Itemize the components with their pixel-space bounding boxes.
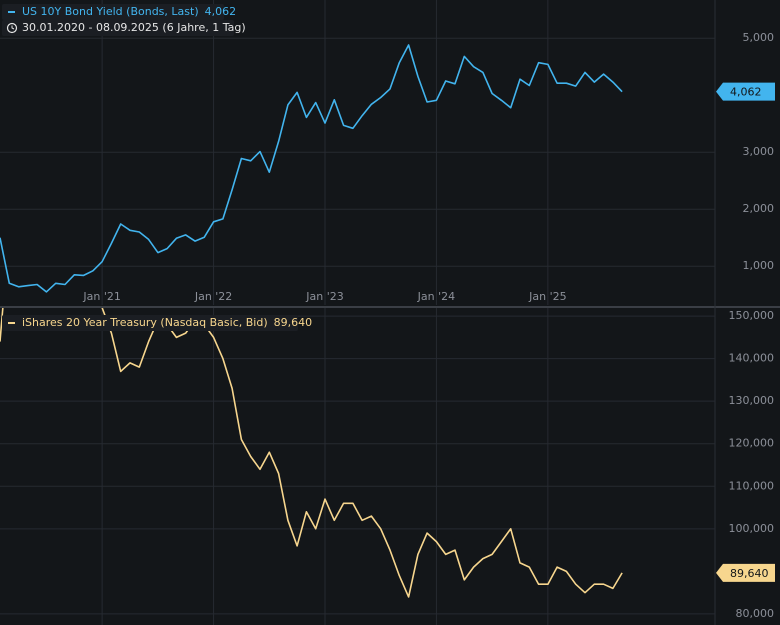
legend-value: 89,640 (274, 316, 313, 329)
plot (0, 308, 623, 598)
x-tick-label: Jan '24 (417, 290, 455, 303)
y-tick-label: 5,000 (743, 31, 775, 44)
y-tick-label: 120,000 (729, 437, 775, 450)
y-tick-label: 140,000 (729, 352, 775, 365)
y-tick-label: 1,000 (743, 259, 775, 272)
legend-box (2, 4, 224, 20)
last-value-badge (716, 82, 775, 101)
x-tick-label: Jan '23 (305, 290, 343, 303)
y-tick-label: 2,000 (743, 202, 775, 215)
series-line (0, 308, 623, 598)
legend-value: 4,062 (205, 5, 237, 18)
x-tick-label: Jan '22 (194, 290, 232, 303)
y-tick-label: 150,000 (729, 309, 775, 322)
plot (0, 44, 623, 293)
clock-hand (11, 25, 15, 30)
clock-icon (6, 22, 18, 34)
last-value-label: 89,640 (730, 567, 769, 580)
y-tick-label: 130,000 (729, 394, 775, 407)
x-tick-label: Jan '21 (82, 290, 120, 303)
legend-label: US 10Y Bond Yield (Bonds, Last) (22, 5, 199, 18)
y-tick-label: 100,000 (729, 522, 775, 535)
last-value-label: 4,062 (730, 86, 762, 99)
legend-box (2, 315, 298, 331)
legend-swatch (8, 322, 15, 324)
y-tick-label: 3,000 (743, 145, 775, 158)
y-tick-label: 110,000 (729, 479, 775, 492)
x-tick-label: Jan '25 (528, 290, 566, 303)
y-tick-label: 80,000 (736, 607, 775, 620)
series-line (0, 44, 623, 293)
subtitle-box (2, 20, 234, 36)
legend-label: iShares 20 Year Treasury (Nasdaq Basic, … (22, 316, 268, 329)
legend-swatch (8, 11, 15, 13)
last-value-badge (716, 563, 775, 582)
subtitle: 30.01.2020 - 08.09.2025 (6 Jahre, 1 Tag) (22, 21, 246, 34)
